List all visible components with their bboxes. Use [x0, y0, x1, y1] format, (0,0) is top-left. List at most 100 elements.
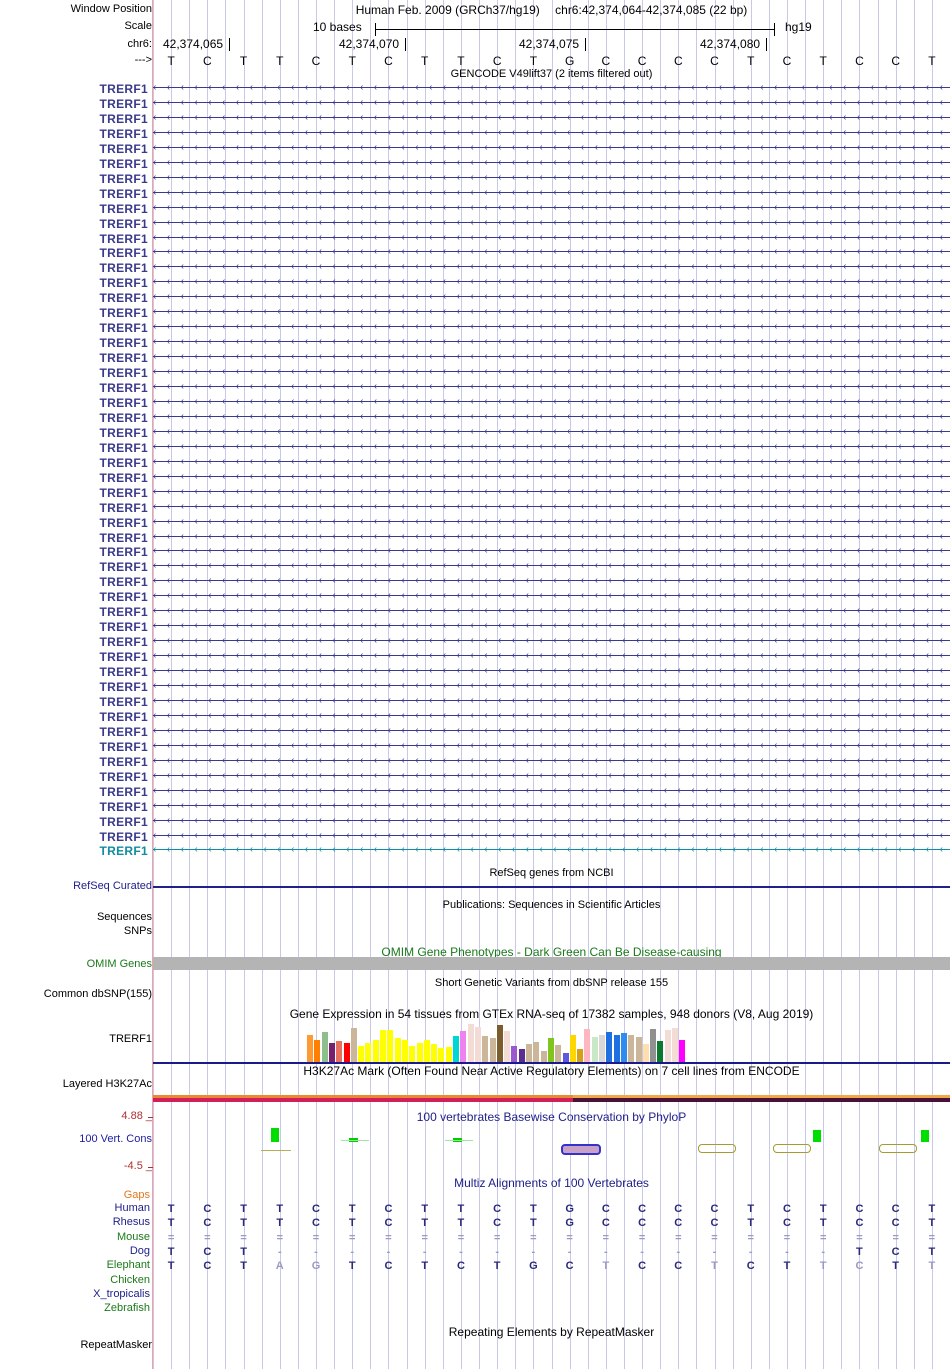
gene-name-label[interactable]: TRERF1 — [99, 829, 148, 844]
gene-intron-line[interactable]: ‹ ‹ ‹ ‹ ‹ ‹ ‹ ‹ ‹ ‹ ‹ ‹ ‹ ‹ ‹ ‹ ‹ ‹ ‹ ‹ ‹ ‹ ‹ ‹ ‹ ‹ ‹ ‹ ‹ ‹ ‹ ‹ ‹ ‹ ‹ ‹ ‹ ‹ ‹ ‹… — [153, 575, 950, 586]
alignment-row[interactable]: = = = = = = = = = = = = = = = = = = = = = = — [153, 1232, 950, 1244]
alignment-row[interactable] — [153, 1303, 950, 1315]
gtex-tissue-bar[interactable] — [474, 1027, 481, 1062]
refseq-feature-line[interactable] — [153, 886, 950, 888]
gencode-gene-row[interactable]: TRERF1 ‹ ‹ ‹ ‹ ‹ ‹ ‹ ‹ ‹ ‹ ‹ ‹ ‹ ‹ ‹ ‹ ‹ ‹ ‹ ‹ ‹ ‹ ‹ ‹ ‹ ‹ ‹ ‹ ‹ ‹ ‹ ‹ ‹ ‹… — [0, 112, 950, 127]
species-label[interactable]: X_tropicalis — [93, 1287, 150, 1300]
gencode-gene-row[interactable]: TRERF1 ‹ ‹ ‹ ‹ ‹ ‹ ‹ ‹ ‹ ‹ ‹ ‹ ‹ ‹ ‹ ‹ ‹ ‹ ‹ ‹ ‹ ‹ ‹ ‹ ‹ ‹ ‹ ‹ ‹ ‹ ‹ ‹ ‹ ‹… — [0, 426, 950, 441]
gencode-gene-row[interactable]: TRERF1 ‹ ‹ ‹ ‹ ‹ ‹ ‹ ‹ ‹ ‹ ‹ ‹ ‹ ‹ ‹ ‹ ‹ ‹ ‹ ‹ ‹ ‹ ‹ ‹ ‹ ‹ ‹ ‹ ‹ ‹ ‹ ‹ ‹ ‹… — [0, 336, 950, 351]
gene-name-label[interactable]: TRERF1 — [99, 575, 148, 590]
gtex-tissue-bar[interactable] — [438, 1048, 445, 1062]
conservation-olive-guide[interactable] — [261, 1150, 291, 1151]
gencode-gene-row[interactable]: TRERF1 ‹ ‹ ‹ ‹ ‹ ‹ ‹ ‹ ‹ ‹ ‹ ‹ ‹ ‹ ‹ ‹ ‹ ‹ ‹ ‹ ‹ ‹ ‹ ‹ ‹ ‹ ‹ ‹ ‹ ‹ ‹ ‹ ‹ ‹… — [0, 321, 950, 336]
conservation-olive-arrow[interactable] — [773, 1144, 811, 1153]
gencode-gene-row[interactable]: TRERF1 ‹ ‹ ‹ ‹ ‹ ‹ ‹ ‹ ‹ ‹ ‹ ‹ ‹ ‹ ‹ ‹ ‹ ‹ ‹ ‹ ‹ ‹ ‹ ‹ ‹ ‹ ‹ ‹ ‹ ‹ ‹ ‹ ‹ ‹… — [0, 740, 950, 755]
gtex-tissue-bar[interactable] — [650, 1029, 657, 1062]
gtex-tissue-bar[interactable] — [387, 1030, 394, 1062]
gencode-gene-row[interactable]: TRERF1 ‹ ‹ ‹ ‹ ‹ ‹ ‹ ‹ ‹ ‹ ‹ ‹ ‹ ‹ ‹ ‹ ‹ ‹ ‹ ‹ ‹ ‹ ‹ ‹ ‹ ‹ ‹ ‹ ‹ ‹ ‹ ‹ ‹ ‹… — [0, 560, 950, 575]
omim-genes-label[interactable]: OMIM Genes — [86, 958, 152, 970]
gencode-gene-row[interactable]: TRERF1 ‹ ‹ ‹ ‹ ‹ ‹ ‹ ‹ ‹ ‹ ‹ ‹ ‹ ‹ ‹ ‹ ‹ ‹ ‹ ‹ ‹ ‹ ‹ ‹ ‹ ‹ ‹ ‹ ‹ ‹ ‹ ‹ ‹ ‹… — [0, 695, 950, 710]
gene-name-label[interactable]: TRERF1 — [99, 515, 148, 530]
gene-name-label[interactable]: TRERF1 — [99, 560, 148, 575]
gene-name-label[interactable]: TRERF1 — [99, 126, 148, 141]
gene-name-label[interactable]: TRERF1 — [99, 665, 148, 680]
h3k27ac-band-bottom-right[interactable] — [573, 1098, 950, 1102]
gene-intron-line[interactable]: ‹ ‹ ‹ ‹ ‹ ‹ ‹ ‹ ‹ ‹ ‹ ‹ ‹ ‹ ‹ ‹ ‹ ‹ ‹ ‹ ‹ ‹ ‹ ‹ ‹ ‹ ‹ ‹ ‹ ‹ ‹ ‹ ‹ ‹ ‹ ‹ ‹ ‹ ‹ ‹… — [153, 82, 950, 93]
gencode-gene-row[interactable]: TRERF1 ‹ ‹ ‹ ‹ ‹ ‹ ‹ ‹ ‹ ‹ ‹ ‹ ‹ ‹ ‹ ‹ ‹ ‹ ‹ ‹ ‹ ‹ ‹ ‹ ‹ ‹ ‹ ‹ ‹ ‹ ‹ ‹ ‹ ‹… — [0, 127, 950, 142]
species-label[interactable]: Dog — [129, 1244, 150, 1257]
conservation-green-bar[interactable] — [921, 1130, 929, 1142]
gencode-gene-row[interactable]: TRERF1 ‹ ‹ ‹ ‹ ‹ ‹ ‹ ‹ ‹ ‹ ‹ ‹ ‹ ‹ ‹ ‹ ‹ ‹ ‹ ‹ ‹ ‹ ‹ ‹ ‹ ‹ ‹ ‹ ‹ ‹ ‹ ‹ ‹ ‹… — [0, 306, 950, 321]
gtex-tissue-bar[interactable] — [599, 1035, 605, 1062]
gencode-gene-row[interactable]: TRERF1 ‹ ‹ ‹ ‹ ‹ ‹ ‹ ‹ ‹ ‹ ‹ ‹ ‹ ‹ ‹ ‹ ‹ ‹ ‹ ‹ ‹ ‹ ‹ ‹ ‹ ‹ ‹ ‹ ‹ ‹ ‹ ‹ ‹ ‹… — [0, 441, 950, 456]
gtex-tissue-bar[interactable] — [511, 1046, 518, 1062]
gene-intron-line[interactable]: ‹ ‹ ‹ ‹ ‹ ‹ ‹ ‹ ‹ ‹ ‹ ‹ ‹ ‹ ‹ ‹ ‹ ‹ ‹ ‹ ‹ ‹ ‹ ‹ ‹ ‹ ‹ ‹ ‹ ‹ ‹ ‹ ‹ ‹ ‹ ‹ ‹ ‹ ‹ ‹… — [153, 695, 950, 706]
gene-intron-line[interactable]: ‹ ‹ ‹ ‹ ‹ ‹ ‹ ‹ ‹ ‹ ‹ ‹ ‹ ‹ ‹ ‹ ‹ ‹ ‹ ‹ ‹ ‹ ‹ ‹ ‹ ‹ ‹ ‹ ‹ ‹ ‹ ‹ ‹ ‹ ‹ ‹ ‹ ‹ ‹ ‹… — [153, 815, 950, 826]
gtex-tissue-bar[interactable] — [350, 1028, 357, 1062]
gene-name-label[interactable]: TRERF1 — [99, 470, 148, 485]
gencode-gene-row[interactable]: TRERF1 ‹ ‹ ‹ ‹ ‹ ‹ ‹ ‹ ‹ ‹ ‹ ‹ ‹ ‹ ‹ ‹ ‹ ‹ ‹ ‹ ‹ ‹ ‹ ‹ ‹ ‹ ‹ ‹ ‹ ‹ ‹ ‹ ‹ ‹… — [0, 232, 950, 247]
gene-name-label[interactable]: TRERF1 — [99, 440, 148, 455]
gencode-gene-row[interactable]: TRERF1 ‹ ‹ ‹ ‹ ‹ ‹ ‹ ‹ ‹ ‹ ‹ ‹ ‹ ‹ ‹ ‹ ‹ ‹ ‹ ‹ ‹ ‹ ‹ ‹ ‹ ‹ ‹ ‹ ‹ ‹ ‹ ‹ ‹ ‹… — [0, 366, 950, 381]
gtex-tissue-bar[interactable] — [394, 1038, 401, 1062]
conservation-features[interactable] — [153, 1112, 950, 1174]
h3k27ac-band-bottom-left[interactable] — [153, 1098, 573, 1102]
gtex-tissue-bar[interactable] — [409, 1046, 416, 1062]
gene-name-label[interactable]: TRERF1 — [99, 141, 148, 156]
gencode-gene-row[interactable]: TRERF1 ‹ ‹ ‹ ‹ ‹ ‹ ‹ ‹ ‹ ‹ ‹ ‹ ‹ ‹ ‹ ‹ ‹ ‹ ‹ ‹ ‹ ‹ ‹ ‹ ‹ ‹ ‹ ‹ ‹ ‹ ‹ ‹ ‹ ‹… — [0, 261, 950, 276]
gtex-tissue-bar[interactable] — [569, 1035, 576, 1062]
conservation-green-guide[interactable] — [445, 1140, 473, 1141]
gene-name-label[interactable]: TRERF1 — [99, 635, 148, 650]
gene-intron-line[interactable]: ‹ ‹ ‹ ‹ ‹ ‹ ‹ ‹ ‹ ‹ ‹ ‹ ‹ ‹ ‹ ‹ ‹ ‹ ‹ ‹ ‹ ‹ ‹ ‹ ‹ ‹ ‹ ‹ ‹ ‹ ‹ ‹ ‹ ‹ ‹ ‹ ‹ ‹ ‹ ‹… — [153, 276, 950, 287]
gene-intron-line[interactable]: ‹ ‹ ‹ ‹ ‹ ‹ ‹ ‹ ‹ ‹ ‹ ‹ ‹ ‹ ‹ ‹ ‹ ‹ ‹ ‹ ‹ ‹ ‹ ‹ ‹ ‹ ‹ ‹ ‹ ‹ ‹ ‹ ‹ ‹ ‹ ‹ ‹ ‹ ‹ ‹… — [153, 306, 950, 317]
gene-intron-line[interactable]: ‹ ‹ ‹ ‹ ‹ ‹ ‹ ‹ ‹ ‹ ‹ ‹ ‹ ‹ ‹ ‹ ‹ ‹ ‹ ‹ ‹ ‹ ‹ ‹ ‹ ‹ ‹ ‹ ‹ ‹ ‹ ‹ ‹ ‹ ‹ ‹ ‹ ‹ ‹ ‹… — [153, 471, 950, 482]
gtex-tissue-bar[interactable] — [664, 1030, 671, 1062]
gene-name-label[interactable]: TRERF1 — [99, 425, 148, 440]
gene-intron-line[interactable]: ‹ ‹ ‹ ‹ ‹ ‹ ‹ ‹ ‹ ‹ ‹ ‹ ‹ ‹ ‹ ‹ ‹ ‹ ‹ ‹ ‹ ‹ ‹ ‹ ‹ ‹ ‹ ‹ ‹ ‹ ‹ ‹ ‹ ‹ ‹ ‹ ‹ ‹ ‹ ‹… — [153, 396, 950, 407]
gene-intron-line[interactable]: ‹ ‹ ‹ ‹ ‹ ‹ ‹ ‹ ‹ ‹ ‹ ‹ ‹ ‹ ‹ ‹ ‹ ‹ ‹ ‹ ‹ ‹ ‹ ‹ ‹ ‹ ‹ ‹ ‹ ‹ ‹ ‹ ‹ ‹ ‹ ‹ ‹ ‹ ‹ ‹… — [153, 97, 950, 108]
conservation-green-bar[interactable] — [271, 1128, 279, 1142]
gtex-tissue-bar[interactable] — [635, 1037, 642, 1062]
gene-name-label[interactable]: TRERF1 — [99, 82, 148, 96]
gene-name-label[interactable]: TRERF1 — [99, 261, 148, 276]
gene-name-label[interactable]: TRERF1 — [99, 216, 148, 231]
gencode-gene-row[interactable]: TRERF1 ‹ ‹ ‹ ‹ ‹ ‹ ‹ ‹ ‹ ‹ ‹ ‹ ‹ ‹ ‹ ‹ ‹ ‹ ‹ ‹ ‹ ‹ ‹ ‹ ‹ ‹ ‹ ‹ ‹ ‹ ‹ ‹ ‹ ‹… — [0, 725, 950, 740]
gene-intron-line[interactable]: ‹ ‹ ‹ ‹ ‹ ‹ ‹ ‹ ‹ ‹ ‹ ‹ ‹ ‹ ‹ ‹ ‹ ‹ ‹ ‹ ‹ ‹ ‹ ‹ ‹ ‹ ‹ ‹ ‹ ‹ ‹ ‹ ‹ ‹ ‹ ‹ ‹ ‹ ‹ ‹… — [153, 381, 950, 392]
gencode-gene-row[interactable]: TRERF1 ‹ ‹ ‹ ‹ ‹ ‹ ‹ ‹ ‹ ‹ ‹ ‹ ‹ ‹ ‹ ‹ ‹ ‹ ‹ ‹ ‹ ‹ ‹ ‹ ‹ ‹ ‹ ‹ ‹ ‹ ‹ ‹ ‹ ‹… — [0, 381, 950, 396]
gtex-tissue-bar[interactable] — [423, 1040, 430, 1062]
gene-intron-line[interactable]: ‹ ‹ ‹ ‹ ‹ ‹ ‹ ‹ ‹ ‹ ‹ ‹ ‹ ‹ ‹ ‹ ‹ ‹ ‹ ‹ ‹ ‹ ‹ ‹ ‹ ‹ ‹ ‹ ‹ ‹ ‹ ‹ ‹ ‹ ‹ ‹ ‹ ‹ ‹ ‹… — [153, 740, 950, 751]
conservation-label[interactable]: 100 Vert. Cons — [79, 1133, 152, 1145]
gtex-tissue-bar[interactable] — [620, 1033, 627, 1062]
gene-name-label[interactable]: TRERF1 — [99, 96, 148, 111]
gtex-barchart[interactable] — [153, 1018, 950, 1062]
gene-name-label[interactable]: TRERF1 — [99, 605, 148, 620]
gencode-gene-row[interactable]: TRERF1 ‹ ‹ ‹ ‹ ‹ ‹ ‹ ‹ ‹ ‹ ‹ ‹ ‹ ‹ ‹ ‹ ‹ ‹ ‹ ‹ ‹ ‹ ‹ ‹ ‹ ‹ ‹ ‹ ‹ ‹ ‹ ‹ ‹ ‹… — [0, 291, 950, 306]
gtex-tissue-bar[interactable] — [467, 1024, 474, 1062]
gene-intron-line[interactable]: ‹ ‹ ‹ ‹ ‹ ‹ ‹ ‹ ‹ ‹ ‹ ‹ ‹ ‹ ‹ ‹ ‹ ‹ ‹ ‹ ‹ ‹ ‹ ‹ ‹ ‹ ‹ ‹ ‹ ‹ ‹ ‹ ‹ ‹ ‹ ‹ ‹ ‹ ‹ ‹… — [153, 830, 950, 841]
gene-name-label[interactable]: TRERF1 — [99, 246, 148, 261]
gene-intron-line[interactable]: ‹ ‹ ‹ ‹ ‹ ‹ ‹ ‹ ‹ ‹ ‹ ‹ ‹ ‹ ‹ ‹ ‹ ‹ ‹ ‹ ‹ ‹ ‹ ‹ ‹ ‹ ‹ ‹ ‹ ‹ ‹ ‹ ‹ ‹ ‹ ‹ ‹ ‹ ‹ ‹… — [153, 112, 950, 123]
gencode-gene-row[interactable]: TRERF1 ‹ ‹ ‹ ‹ ‹ ‹ ‹ ‹ ‹ ‹ ‹ ‹ ‹ ‹ ‹ ‹ ‹ ‹ ‹ ‹ ‹ ‹ ‹ ‹ ‹ ‹ ‹ ‹ ‹ ‹ ‹ ‹ ‹ ‹… — [0, 276, 950, 291]
gtex-tissue-bar[interactable] — [606, 1032, 613, 1062]
gene-name-label[interactable]: TRERF1 — [99, 530, 148, 545]
gene-name-label[interactable]: TRERF1 — [99, 784, 148, 799]
gene-intron-line[interactable]: ‹ ‹ ‹ ‹ ‹ ‹ ‹ ‹ ‹ ‹ ‹ ‹ ‹ ‹ ‹ ‹ ‹ ‹ ‹ ‹ ‹ ‹ ‹ ‹ ‹ ‹ ‹ ‹ ‹ ‹ ‹ ‹ ‹ ‹ ‹ ‹ ‹ ‹ ‹ ‹… — [153, 560, 950, 571]
gene-name-label[interactable]: TRERF1 — [99, 694, 148, 709]
gene-intron-line[interactable]: ‹ ‹ ‹ ‹ ‹ ‹ ‹ ‹ ‹ ‹ ‹ ‹ ‹ ‹ ‹ ‹ ‹ ‹ ‹ ‹ ‹ ‹ ‹ ‹ ‹ ‹ ‹ ‹ ‹ ‹ ‹ ‹ ‹ ‹ ‹ ‹ ‹ ‹ ‹ ‹… — [153, 321, 950, 332]
gtex-tissue-bar[interactable] — [628, 1035, 635, 1062]
gene-intron-line[interactable]: ‹ ‹ ‹ ‹ ‹ ‹ ‹ ‹ ‹ ‹ ‹ ‹ ‹ ‹ ‹ ‹ ‹ ‹ ‹ ‹ ‹ ‹ ‹ ‹ ‹ ‹ ‹ ‹ ‹ ‹ ‹ ‹ ‹ ‹ ‹ ‹ ‹ ‹ ‹ ‹… — [153, 127, 950, 138]
gene-intron-line[interactable]: ‹ ‹ ‹ ‹ ‹ ‹ ‹ ‹ ‹ ‹ ‹ ‹ ‹ ‹ ‹ ‹ ‹ ‹ ‹ ‹ ‹ ‹ ‹ ‹ ‹ ‹ ‹ ‹ ‹ ‹ ‹ ‹ ‹ ‹ ‹ ‹ ‹ ‹ ‹ ‹… — [153, 142, 950, 153]
omim-gene-band[interactable] — [153, 957, 950, 970]
gene-name-label[interactable]: TRERF1 — [99, 306, 148, 321]
gene-intron-line[interactable]: ‹ ‹ ‹ ‹ ‹ ‹ ‹ ‹ ‹ ‹ ‹ ‹ ‹ ‹ ‹ ‹ ‹ ‹ ‹ ‹ ‹ ‹ ‹ ‹ ‹ ‹ ‹ ‹ ‹ ‹ ‹ ‹ ‹ ‹ ‹ ‹ ‹ ‹ ‹ ‹… — [153, 336, 950, 347]
conservation-green-bar[interactable] — [813, 1130, 821, 1142]
gtex-tissue-bar[interactable] — [526, 1044, 532, 1062]
gene-name-label[interactable]: TRERF1 — [99, 680, 148, 694]
species-label[interactable]: Mouse — [116, 1230, 150, 1243]
gene-name-label[interactable]: TRERF1 — [99, 545, 148, 560]
gencode-gene-row[interactable]: TRERF1 ‹ ‹ ‹ ‹ ‹ ‹ ‹ ‹ ‹ ‹ ‹ ‹ ‹ ‹ ‹ ‹ ‹ ‹ ‹ ‹ ‹ ‹ ‹ ‹ ‹ ‹ ‹ ‹ ‹ ‹ ‹ ‹ ‹ ‹… — [0, 800, 950, 815]
gtex-tissue-bar[interactable] — [540, 1051, 547, 1062]
gencode-gene-row[interactable]: TRERF1 ‹ ‹ ‹ ‹ ‹ ‹ ‹ ‹ ‹ ‹ ‹ ‹ ‹ ‹ ‹ ‹ ‹ ‹ ‹ ‹ ‹ ‹ ‹ ‹ ‹ ‹ ‹ ‹ ‹ ‹ ‹ ‹ ‹ ‹… — [0, 680, 950, 695]
gene-intron-line[interactable]: ‹ ‹ ‹ ‹ ‹ ‹ ‹ ‹ ‹ ‹ ‹ ‹ ‹ ‹ ‹ ‹ ‹ ‹ ‹ ‹ ‹ ‹ ‹ ‹ ‹ ‹ ‹ ‹ ‹ ‹ ‹ ‹ ‹ ‹ ‹ ‹ ‹ ‹ ‹ ‹… — [153, 665, 950, 676]
